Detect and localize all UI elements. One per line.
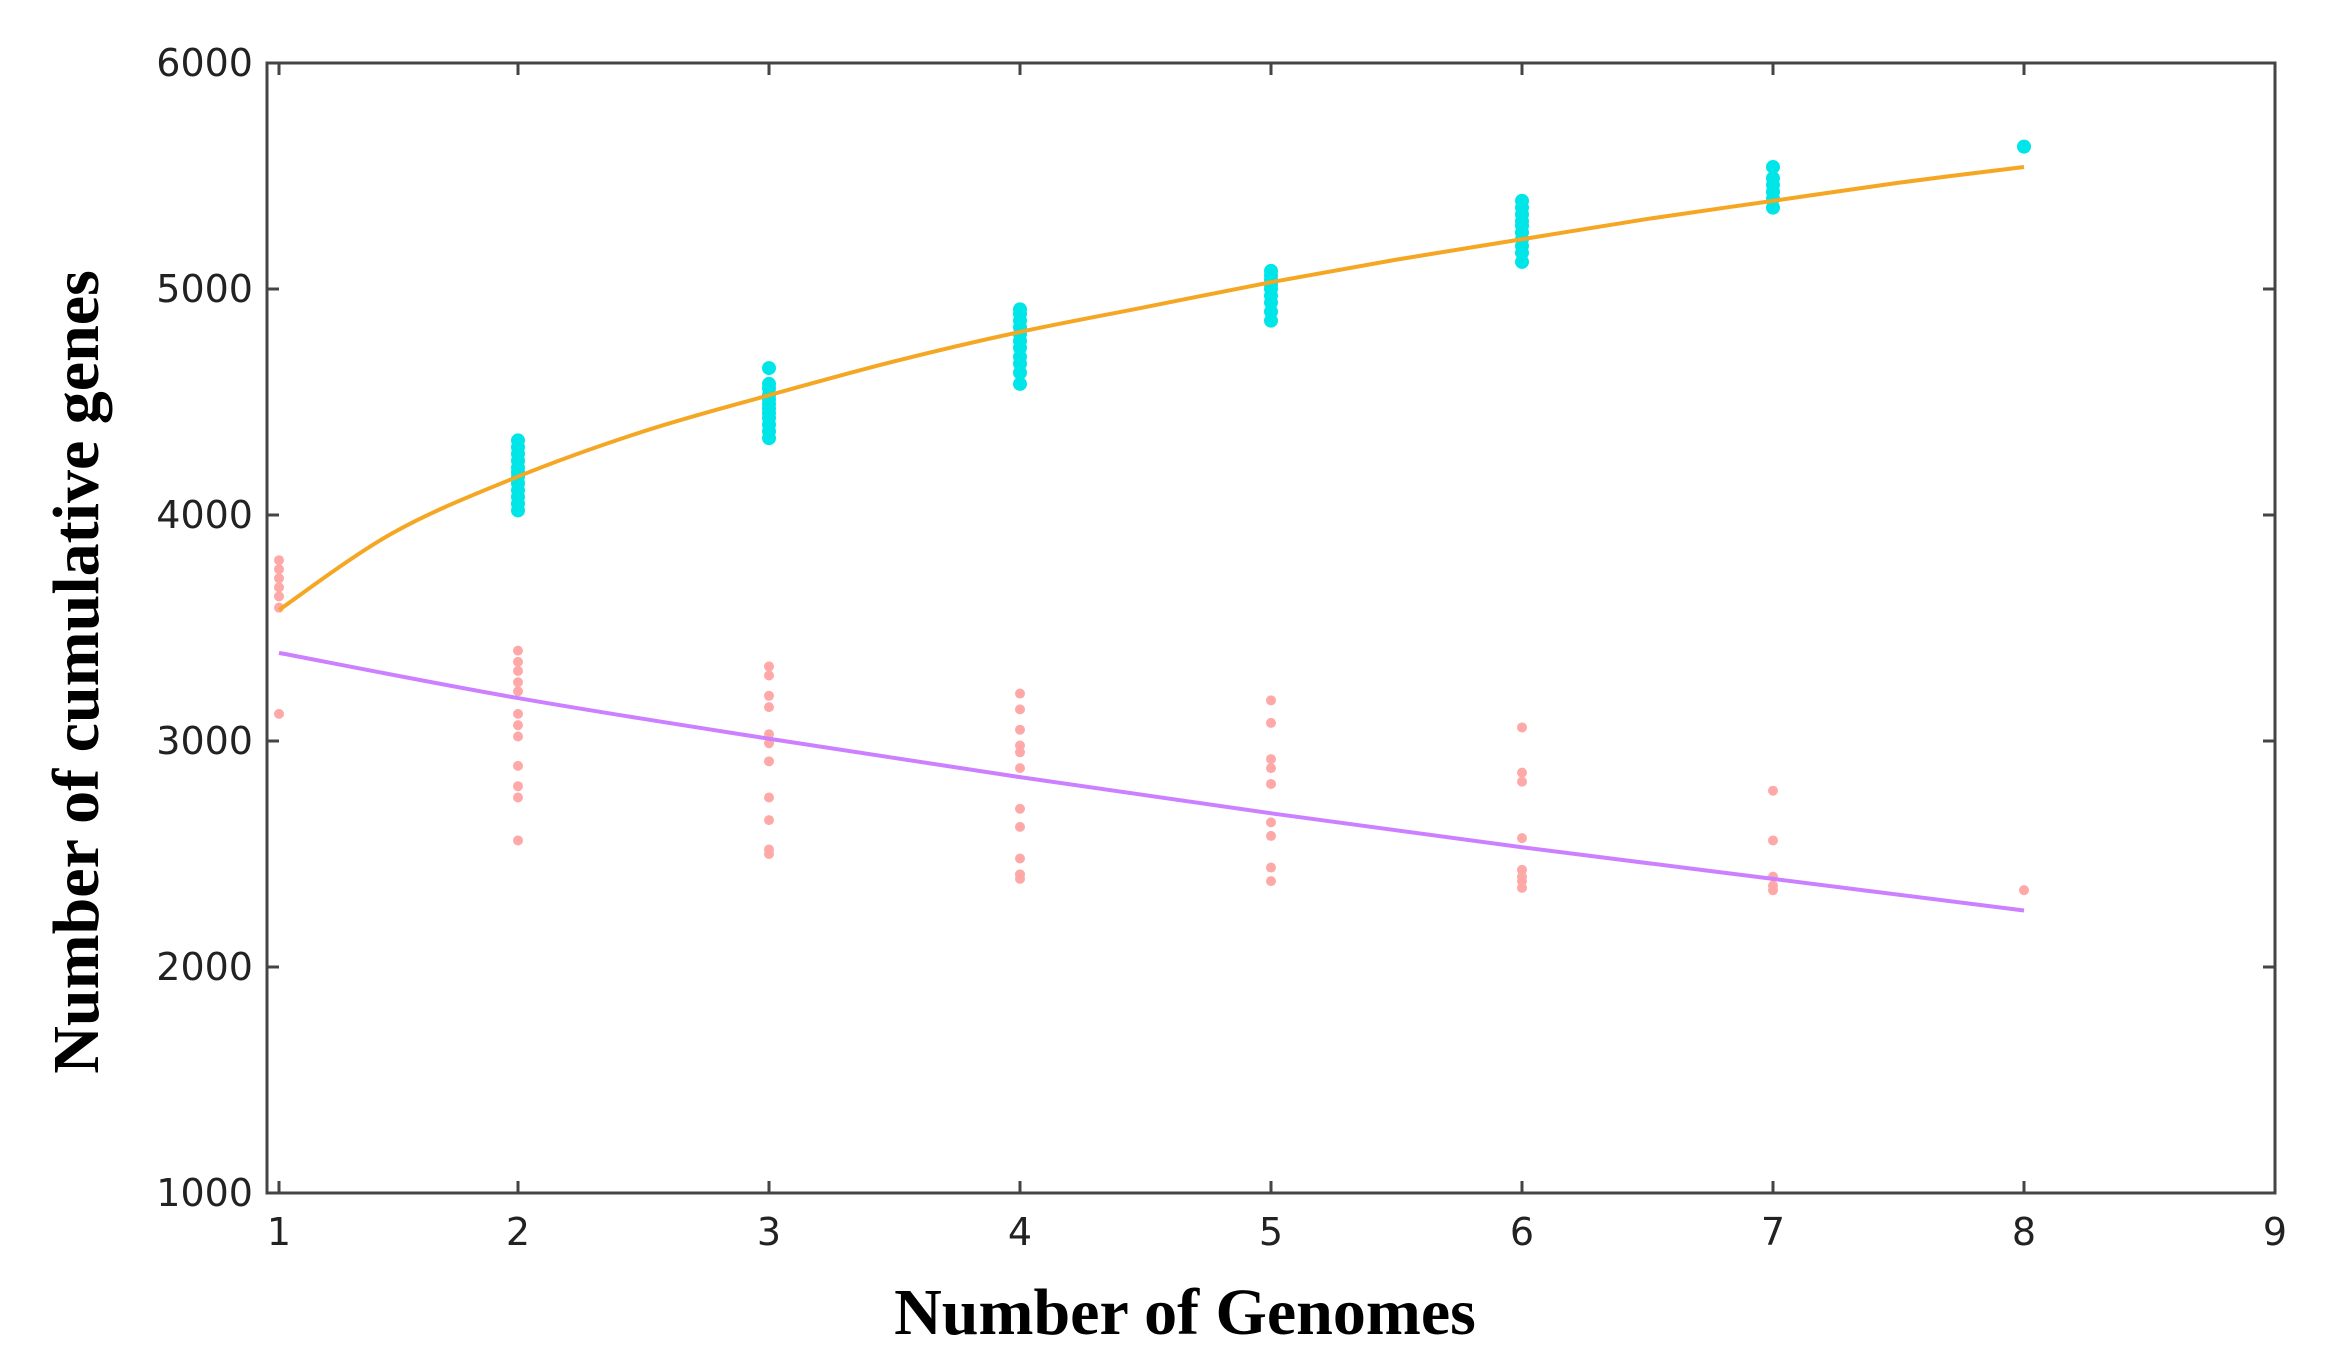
data-point — [1517, 722, 1527, 733]
data-point — [764, 661, 774, 672]
data-point — [764, 756, 774, 767]
data-point — [1266, 778, 1276, 789]
data-point — [764, 849, 774, 859]
data-point — [1013, 376, 1027, 391]
data-point — [513, 760, 523, 771]
data-point — [762, 376, 776, 391]
data-point — [1766, 159, 1780, 174]
data-point — [274, 573, 284, 584]
series-line — [277, 164, 2025, 612]
data-point — [1264, 263, 1278, 278]
data-point — [1015, 873, 1025, 884]
data-point — [274, 582, 284, 593]
data-point — [1517, 833, 1527, 844]
data-point — [1266, 754, 1276, 765]
axes: 1 2 3 4 5 6 7 8 9 1000 2000 3000 4000 5000 6000 — [156, 41, 2287, 1254]
data-point — [513, 781, 523, 792]
y-tick-label: 5000 — [156, 267, 253, 311]
data-point — [1266, 695, 1276, 706]
data-point — [513, 677, 523, 688]
x-tick-label: 6 — [1510, 1210, 1534, 1254]
data-point — [1768, 835, 1778, 846]
data-point — [274, 564, 284, 575]
data-point — [1515, 193, 1529, 208]
data-point — [1013, 302, 1027, 317]
x-tick-label: 3 — [757, 1210, 781, 1254]
data-point — [1517, 767, 1527, 778]
data-point — [1015, 821, 1025, 832]
data-point — [1768, 785, 1778, 796]
data-point — [1517, 882, 1527, 893]
data-point — [1015, 724, 1025, 735]
y-tick-label: 1000 — [156, 1171, 253, 1215]
data-point — [1517, 776, 1527, 787]
plot-frame — [265, 61, 2277, 1195]
data-point — [764, 690, 774, 701]
data-point — [513, 792, 523, 803]
x-tick-label: 2 — [506, 1210, 530, 1254]
data-point — [764, 670, 774, 681]
data-point — [1266, 717, 1276, 728]
data-point — [511, 433, 525, 448]
data-point — [513, 708, 523, 719]
data-point — [274, 555, 284, 566]
data-point — [1015, 803, 1025, 814]
x-tick-label: 4 — [1008, 1210, 1032, 1254]
fit-curve-3 — [278, 650, 2025, 913]
data-point — [513, 720, 523, 731]
x-tick-label: 5 — [1259, 1210, 1283, 1254]
data-point — [1266, 817, 1276, 828]
fit-curve-2 — [277, 164, 2025, 612]
data-point — [1266, 862, 1276, 873]
x-axis-title: Number of Genomes — [894, 1276, 1476, 1349]
x-tick-label: 1 — [267, 1210, 291, 1254]
data-point — [513, 835, 523, 846]
data-point — [1266, 763, 1276, 774]
data-point — [274, 591, 284, 602]
y-tick-label: 6000 — [156, 41, 253, 85]
point-series-1 — [274, 555, 2029, 896]
series-line — [278, 650, 2025, 913]
data-point — [1015, 763, 1025, 774]
data-point — [1015, 747, 1025, 758]
data-point — [513, 686, 523, 697]
data-point — [513, 645, 523, 656]
data-point — [513, 665, 523, 676]
data-point — [1768, 885, 1778, 896]
y-tick-label: 3000 — [156, 719, 253, 763]
point-series-0 — [511, 139, 2031, 518]
data-point — [2017, 139, 2031, 154]
data-point — [513, 731, 523, 742]
data-point — [513, 656, 523, 667]
data-point — [764, 702, 774, 713]
x-tick-label: 7 — [1761, 1210, 1785, 1254]
x-tick-label: 9 — [2263, 1210, 2287, 1254]
data-point — [1266, 876, 1276, 887]
data-point — [274, 708, 284, 719]
data-point — [1015, 704, 1025, 715]
data-point — [764, 815, 774, 826]
data-point — [764, 792, 774, 803]
data-point — [1015, 688, 1025, 699]
y-tick-label: 4000 — [156, 493, 253, 537]
y-axis-title: Number of cumulative genes — [40, 270, 113, 1074]
data-point — [1766, 171, 1780, 186]
data-point — [762, 361, 776, 376]
y-tick-label: 2000 — [156, 945, 253, 989]
data-point — [1266, 830, 1276, 841]
data-point — [1015, 853, 1025, 864]
plot-marks — [274, 139, 2031, 913]
data-point — [2019, 885, 2029, 896]
x-tick-label: 8 — [2012, 1210, 2036, 1254]
